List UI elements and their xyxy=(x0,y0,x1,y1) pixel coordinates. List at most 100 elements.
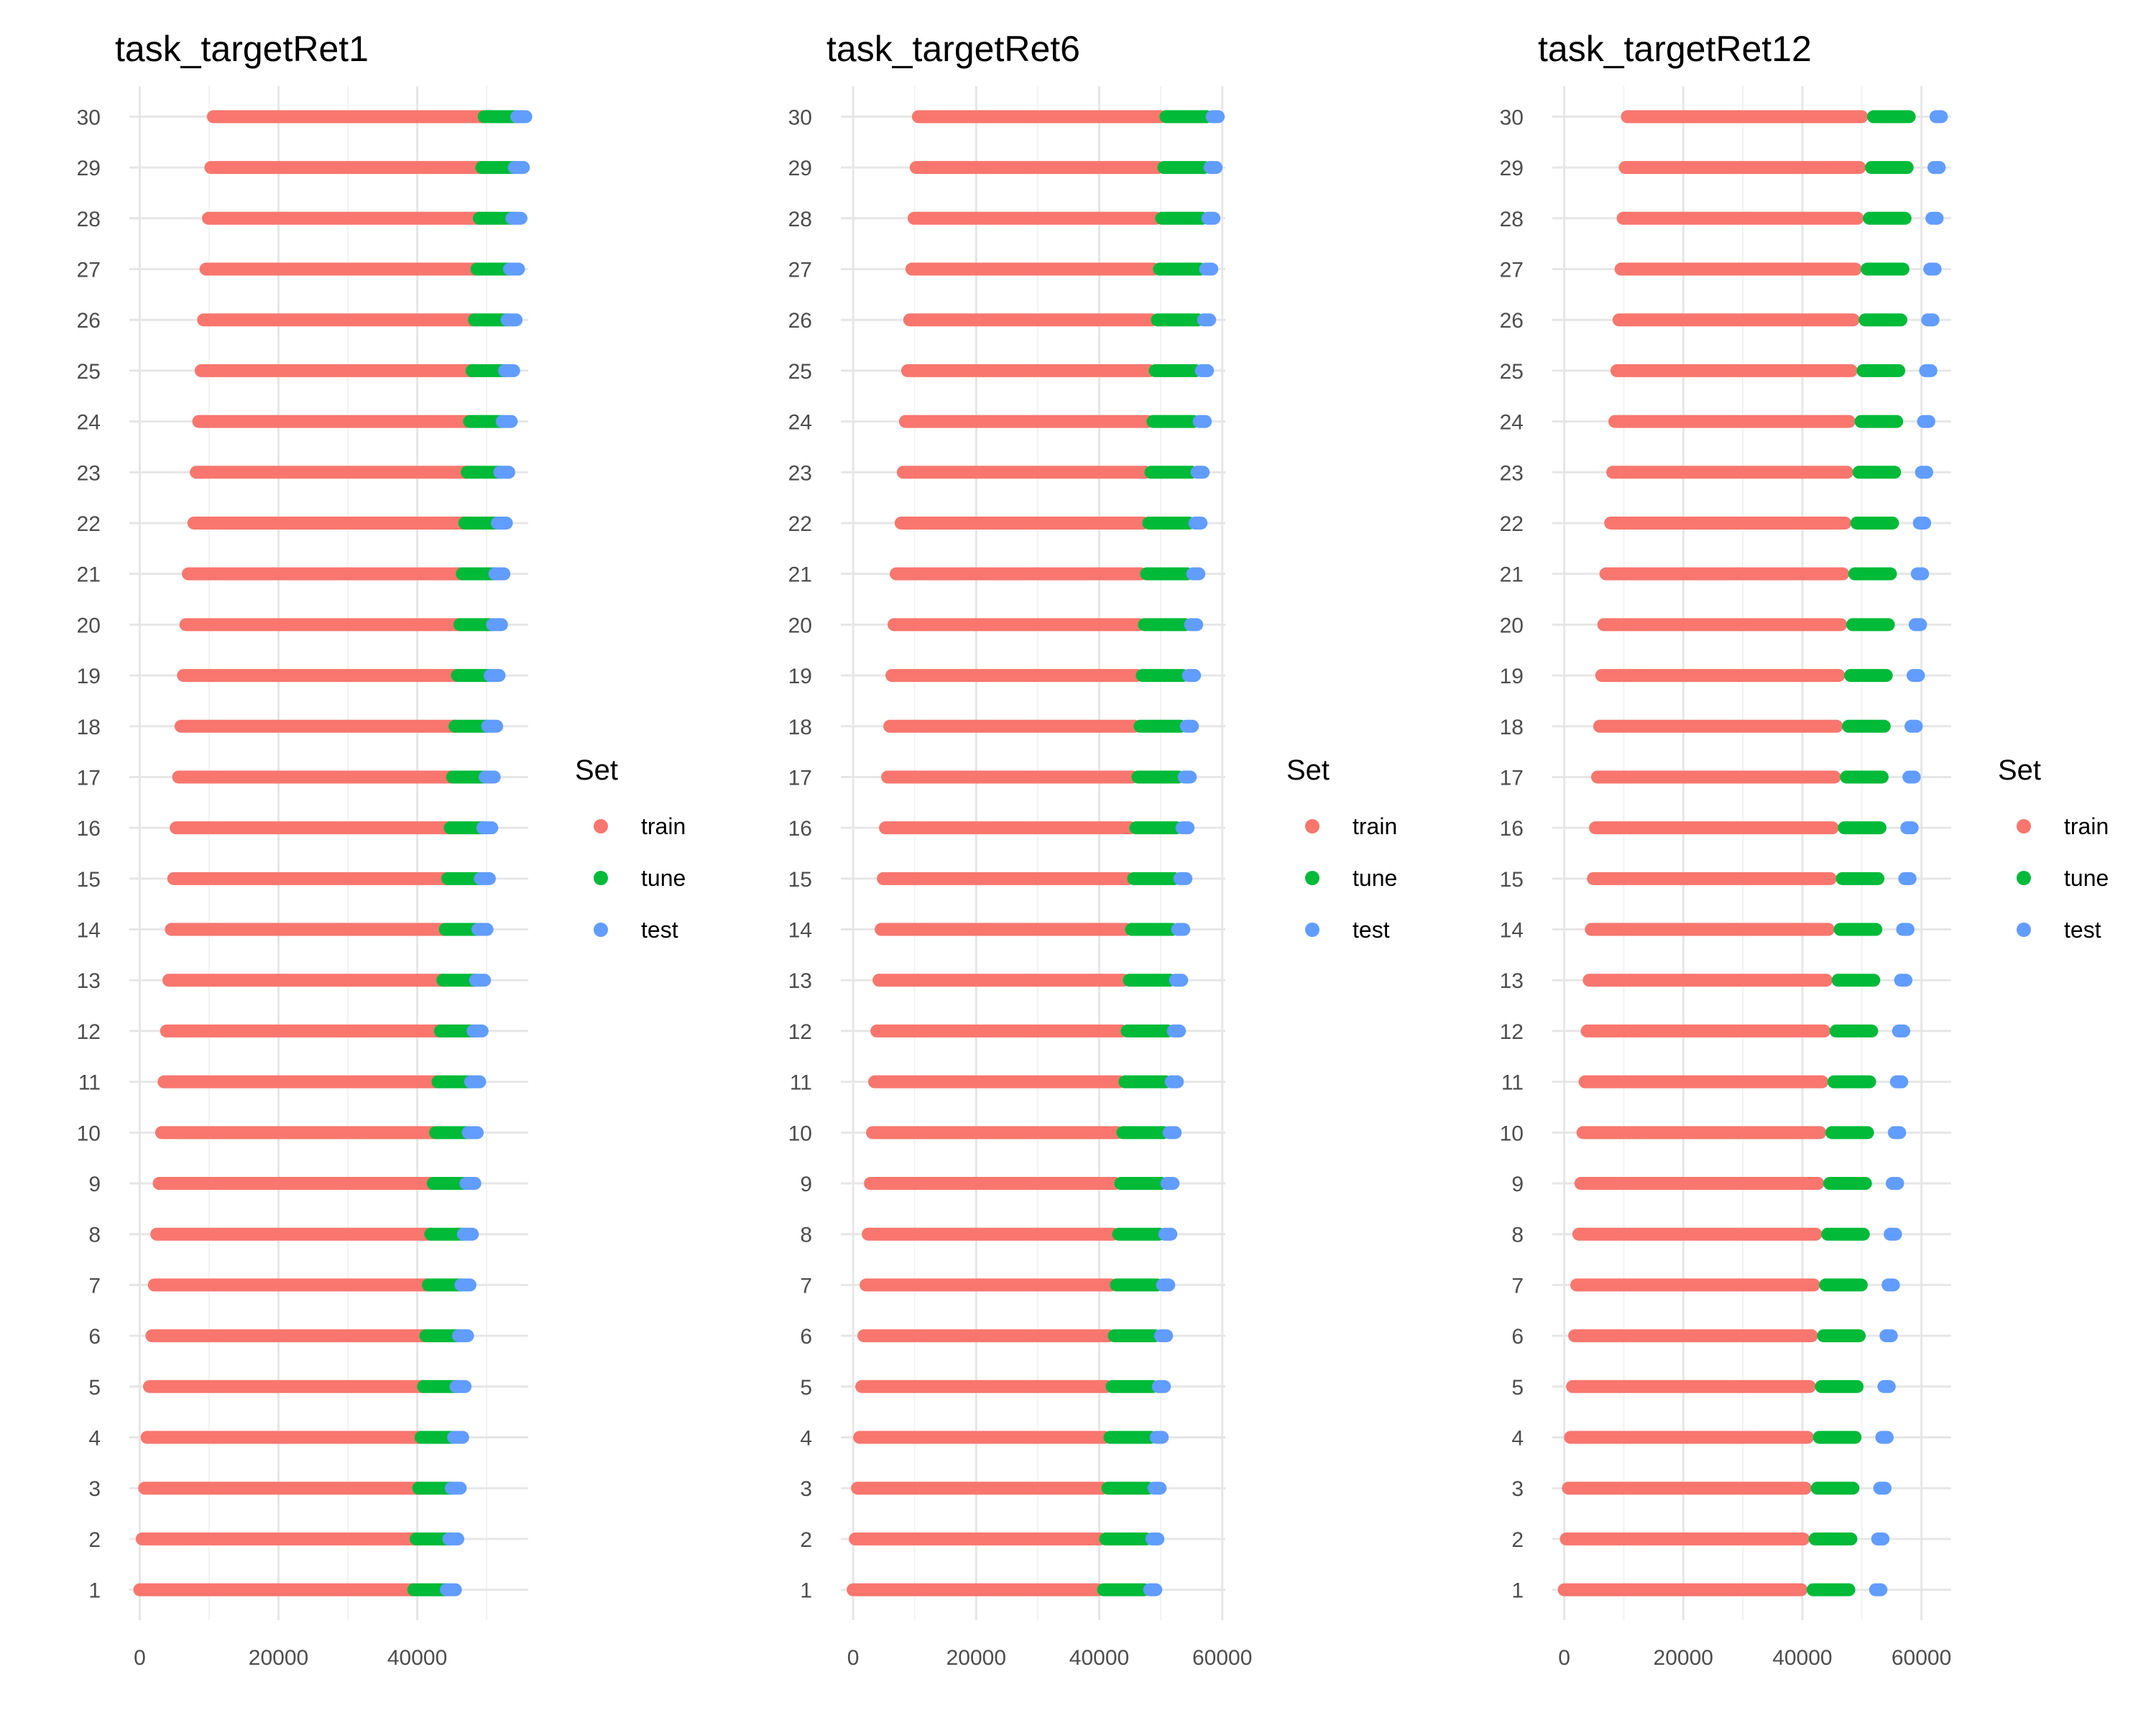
y-tick-label: 20 xyxy=(788,614,812,637)
y-tick-label: 2 xyxy=(1511,1528,1524,1552)
legend: Set train tune test xyxy=(1286,754,1397,943)
y-tick-label: 14 xyxy=(77,919,101,943)
y-tick-label: 16 xyxy=(1500,817,1524,841)
y-tick-label: 7 xyxy=(88,1274,101,1298)
y-tick-label: 21 xyxy=(788,563,812,587)
y-tick-label: 14 xyxy=(788,919,812,943)
x-tick-label: 20000 xyxy=(946,1646,1006,1670)
y-tick-label: 25 xyxy=(1500,360,1524,384)
y-tick-label: 1 xyxy=(88,1579,101,1603)
legend-key-tune xyxy=(2017,871,2031,885)
y-tick-label: 14 xyxy=(1500,919,1524,943)
x-tick-label: 60000 xyxy=(1192,1646,1252,1670)
y-tick-label: 29 xyxy=(77,157,101,180)
y-tick-label: 17 xyxy=(1500,766,1524,790)
y-tick-label: 19 xyxy=(1500,665,1524,688)
x-tick-label: 0 xyxy=(847,1646,860,1670)
y-tick-label: 13 xyxy=(788,969,812,993)
y-tick-label: 22 xyxy=(788,512,812,536)
y-tick-label: 28 xyxy=(1500,208,1524,231)
x-tick-label: 20000 xyxy=(1654,1646,1713,1670)
y-tick-label: 25 xyxy=(77,360,101,384)
y-tick-label: 8 xyxy=(800,1224,812,1247)
y-tick-label: 4 xyxy=(1511,1426,1524,1450)
y-tick-label: 3 xyxy=(88,1477,101,1501)
panel-title: task_targetRet6 xyxy=(826,29,1080,69)
x-tick-label: 60000 xyxy=(1892,1646,1951,1670)
y-tick-label: 13 xyxy=(1500,969,1524,993)
x-tick-label: 40000 xyxy=(1772,1646,1832,1670)
y-tick-label: 10 xyxy=(788,1122,812,1145)
y-tick-label: 9 xyxy=(88,1173,101,1196)
y-tick-label: 12 xyxy=(1500,1020,1524,1044)
y-tick-label: 13 xyxy=(77,969,101,993)
y-tick-label: 9 xyxy=(1511,1173,1524,1196)
y-tick-label: 19 xyxy=(77,665,101,688)
y-tick-label: 4 xyxy=(800,1426,812,1450)
y-tick-label: 18 xyxy=(1500,716,1524,739)
y-tick-label: 15 xyxy=(77,868,101,892)
y-tick-label: 20 xyxy=(77,614,101,637)
legend-key-train xyxy=(2017,819,2031,833)
y-tick-label: 22 xyxy=(77,512,101,536)
y-tick-label: 11 xyxy=(1501,1071,1524,1095)
legend-key-tune xyxy=(1305,871,1319,885)
y-tick-label: 12 xyxy=(788,1020,812,1044)
y-tick-label: 5 xyxy=(88,1376,101,1400)
y-tick-label: 3 xyxy=(800,1477,812,1501)
y-tick-label: 24 xyxy=(77,411,101,435)
y-tick-label: 1 xyxy=(800,1579,812,1603)
y-tick-label: 29 xyxy=(1500,157,1524,180)
legend: Set train tune test xyxy=(575,754,686,943)
y-tick-label: 19 xyxy=(788,665,812,688)
y-tick-label: 17 xyxy=(788,766,812,790)
y-tick-label: 30 xyxy=(77,106,101,129)
y-tick-label: 24 xyxy=(788,411,812,435)
y-tick-label: 15 xyxy=(1500,868,1524,892)
y-tick-label: 9 xyxy=(800,1173,812,1196)
y-tick-label: 21 xyxy=(77,563,101,587)
y-tick-label: 22 xyxy=(1500,512,1524,536)
legend-key-tune xyxy=(594,871,608,885)
legend-key-test xyxy=(1305,923,1319,937)
x-tick-label: 20000 xyxy=(249,1646,308,1670)
y-tick-label: 10 xyxy=(1500,1122,1524,1145)
legend-label-test: test xyxy=(1353,917,1390,943)
panel-title: task_targetRet12 xyxy=(1538,29,1812,69)
legend-label-test: test xyxy=(641,917,678,943)
legend-key-train xyxy=(1305,819,1319,833)
y-tick-label: 18 xyxy=(788,716,812,739)
y-tick-label: 20 xyxy=(1500,614,1524,637)
y-tick-label: 27 xyxy=(1500,259,1524,282)
y-tick-label: 11 xyxy=(790,1071,812,1095)
y-tick-label: 29 xyxy=(788,157,812,180)
legend-label-tune: tune xyxy=(641,865,686,891)
y-tick-label: 3 xyxy=(1511,1477,1524,1501)
panel-title: task_targetRet1 xyxy=(115,29,369,69)
panel-2: 1234567891011121314151617181920212223242… xyxy=(788,29,1398,1670)
y-tick-label: 28 xyxy=(788,208,812,231)
y-tick-label: 27 xyxy=(788,259,812,282)
y-tick-label: 12 xyxy=(77,1020,101,1044)
y-tick-label: 26 xyxy=(788,309,812,333)
y-tick-label: 11 xyxy=(78,1071,101,1095)
x-tick-label: 40000 xyxy=(387,1646,447,1670)
x-tick-label: 40000 xyxy=(1069,1646,1129,1670)
y-tick-label: 4 xyxy=(88,1426,101,1450)
y-tick-label: 5 xyxy=(1511,1376,1524,1400)
y-tick-label: 10 xyxy=(77,1122,101,1145)
panel-1: 1234567891011121314151617181920212223242… xyxy=(77,29,686,1670)
y-tick-label: 23 xyxy=(788,461,812,485)
y-tick-label: 6 xyxy=(1511,1325,1524,1349)
legend-key-test xyxy=(594,923,608,937)
legend-key-test xyxy=(2017,923,2031,937)
y-tick-label: 30 xyxy=(788,106,812,129)
y-tick-label: 30 xyxy=(1500,106,1524,129)
y-tick-label: 6 xyxy=(800,1325,812,1349)
y-tick-label: 21 xyxy=(1500,563,1524,587)
y-tick-label: 8 xyxy=(1511,1224,1524,1247)
x-tick-label: 0 xyxy=(1558,1646,1570,1670)
y-tick-label: 25 xyxy=(788,360,812,384)
